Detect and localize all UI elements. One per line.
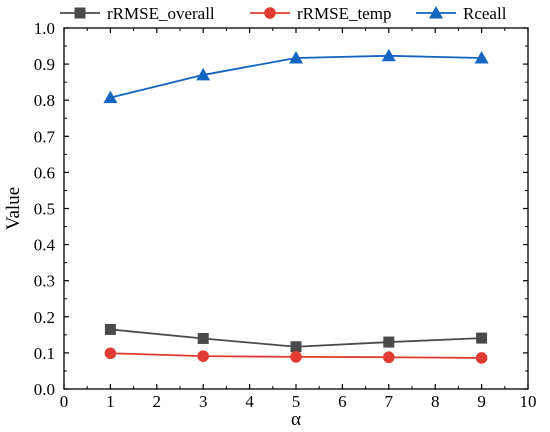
series-Rceall <box>103 48 489 104</box>
y-tick-label: 1.0 <box>34 19 55 38</box>
x-tick-label: 8 <box>431 392 440 411</box>
legend-item: Rceall <box>416 4 507 23</box>
y-axis-title: Value <box>3 187 24 230</box>
data-point <box>104 347 117 360</box>
x-axis-title: α <box>291 409 301 430</box>
x-tick-label: 0 <box>60 392 69 411</box>
y-tick-label: 0.4 <box>34 236 56 255</box>
y-tick-label: 0.2 <box>34 308 55 327</box>
y-tick-label: 0.0 <box>34 380 55 399</box>
x-tick-label: 6 <box>338 392 347 411</box>
data-point <box>383 336 395 348</box>
legend-marker <box>429 6 443 19</box>
series-rRMSE_overall <box>104 323 488 353</box>
y-tick-label: 0.5 <box>34 200 55 219</box>
axis-ticks: 0.0 0.1 0.2 0.3 0.4 0.5 0.6 0.7 0.8 0.9 1.0 0 1 2 3 4 5 6… <box>34 19 537 411</box>
legend-marker <box>74 7 86 19</box>
x-tick-label: 9 <box>477 392 486 411</box>
data-point <box>290 351 302 363</box>
series-layer <box>103 48 489 364</box>
y-tick-label: 0.8 <box>34 91 55 110</box>
series-rRMSE_temp <box>104 347 488 364</box>
legend-label: rRMSE_temp <box>297 4 391 23</box>
data-point <box>476 332 488 344</box>
legend-label: rRMSE_overall <box>107 4 215 23</box>
data-point <box>383 351 395 364</box>
data-point <box>290 341 302 353</box>
plot-frame <box>63 27 529 390</box>
data-point <box>381 48 396 62</box>
legend-item: rRMSE_overall <box>60 4 215 23</box>
legend-item: rRMSE_temp <box>250 4 391 23</box>
y-tick-label: 0.7 <box>34 127 56 146</box>
y-tick-label: 0.1 <box>34 344 55 363</box>
data-point <box>196 67 211 81</box>
y-tick-label: 0.6 <box>34 163 55 182</box>
data-point <box>103 90 118 104</box>
x-tick-label: 10 <box>520 392 537 411</box>
legend: rRMSE_overall rRMSE_temp Rceall <box>60 4 507 23</box>
data-point <box>475 352 488 364</box>
x-tick-label: 3 <box>199 392 208 411</box>
data-point <box>289 50 303 64</box>
y-tick-label: 0.9 <box>34 55 55 74</box>
x-tick-label: 1 <box>106 392 115 411</box>
x-tick-label: 2 <box>153 392 162 411</box>
data-point <box>474 50 489 64</box>
x-tick-label: 5 <box>292 392 301 411</box>
data-point <box>197 350 209 362</box>
legend-label: Rceall <box>463 4 507 23</box>
x-tick-label: 7 <box>385 392 394 411</box>
y-tick-label: 0.3 <box>34 272 55 291</box>
x-tick-label: 4 <box>245 392 254 411</box>
data-point <box>197 332 209 344</box>
legend-marker <box>264 7 276 19</box>
data-point <box>104 323 116 335</box>
